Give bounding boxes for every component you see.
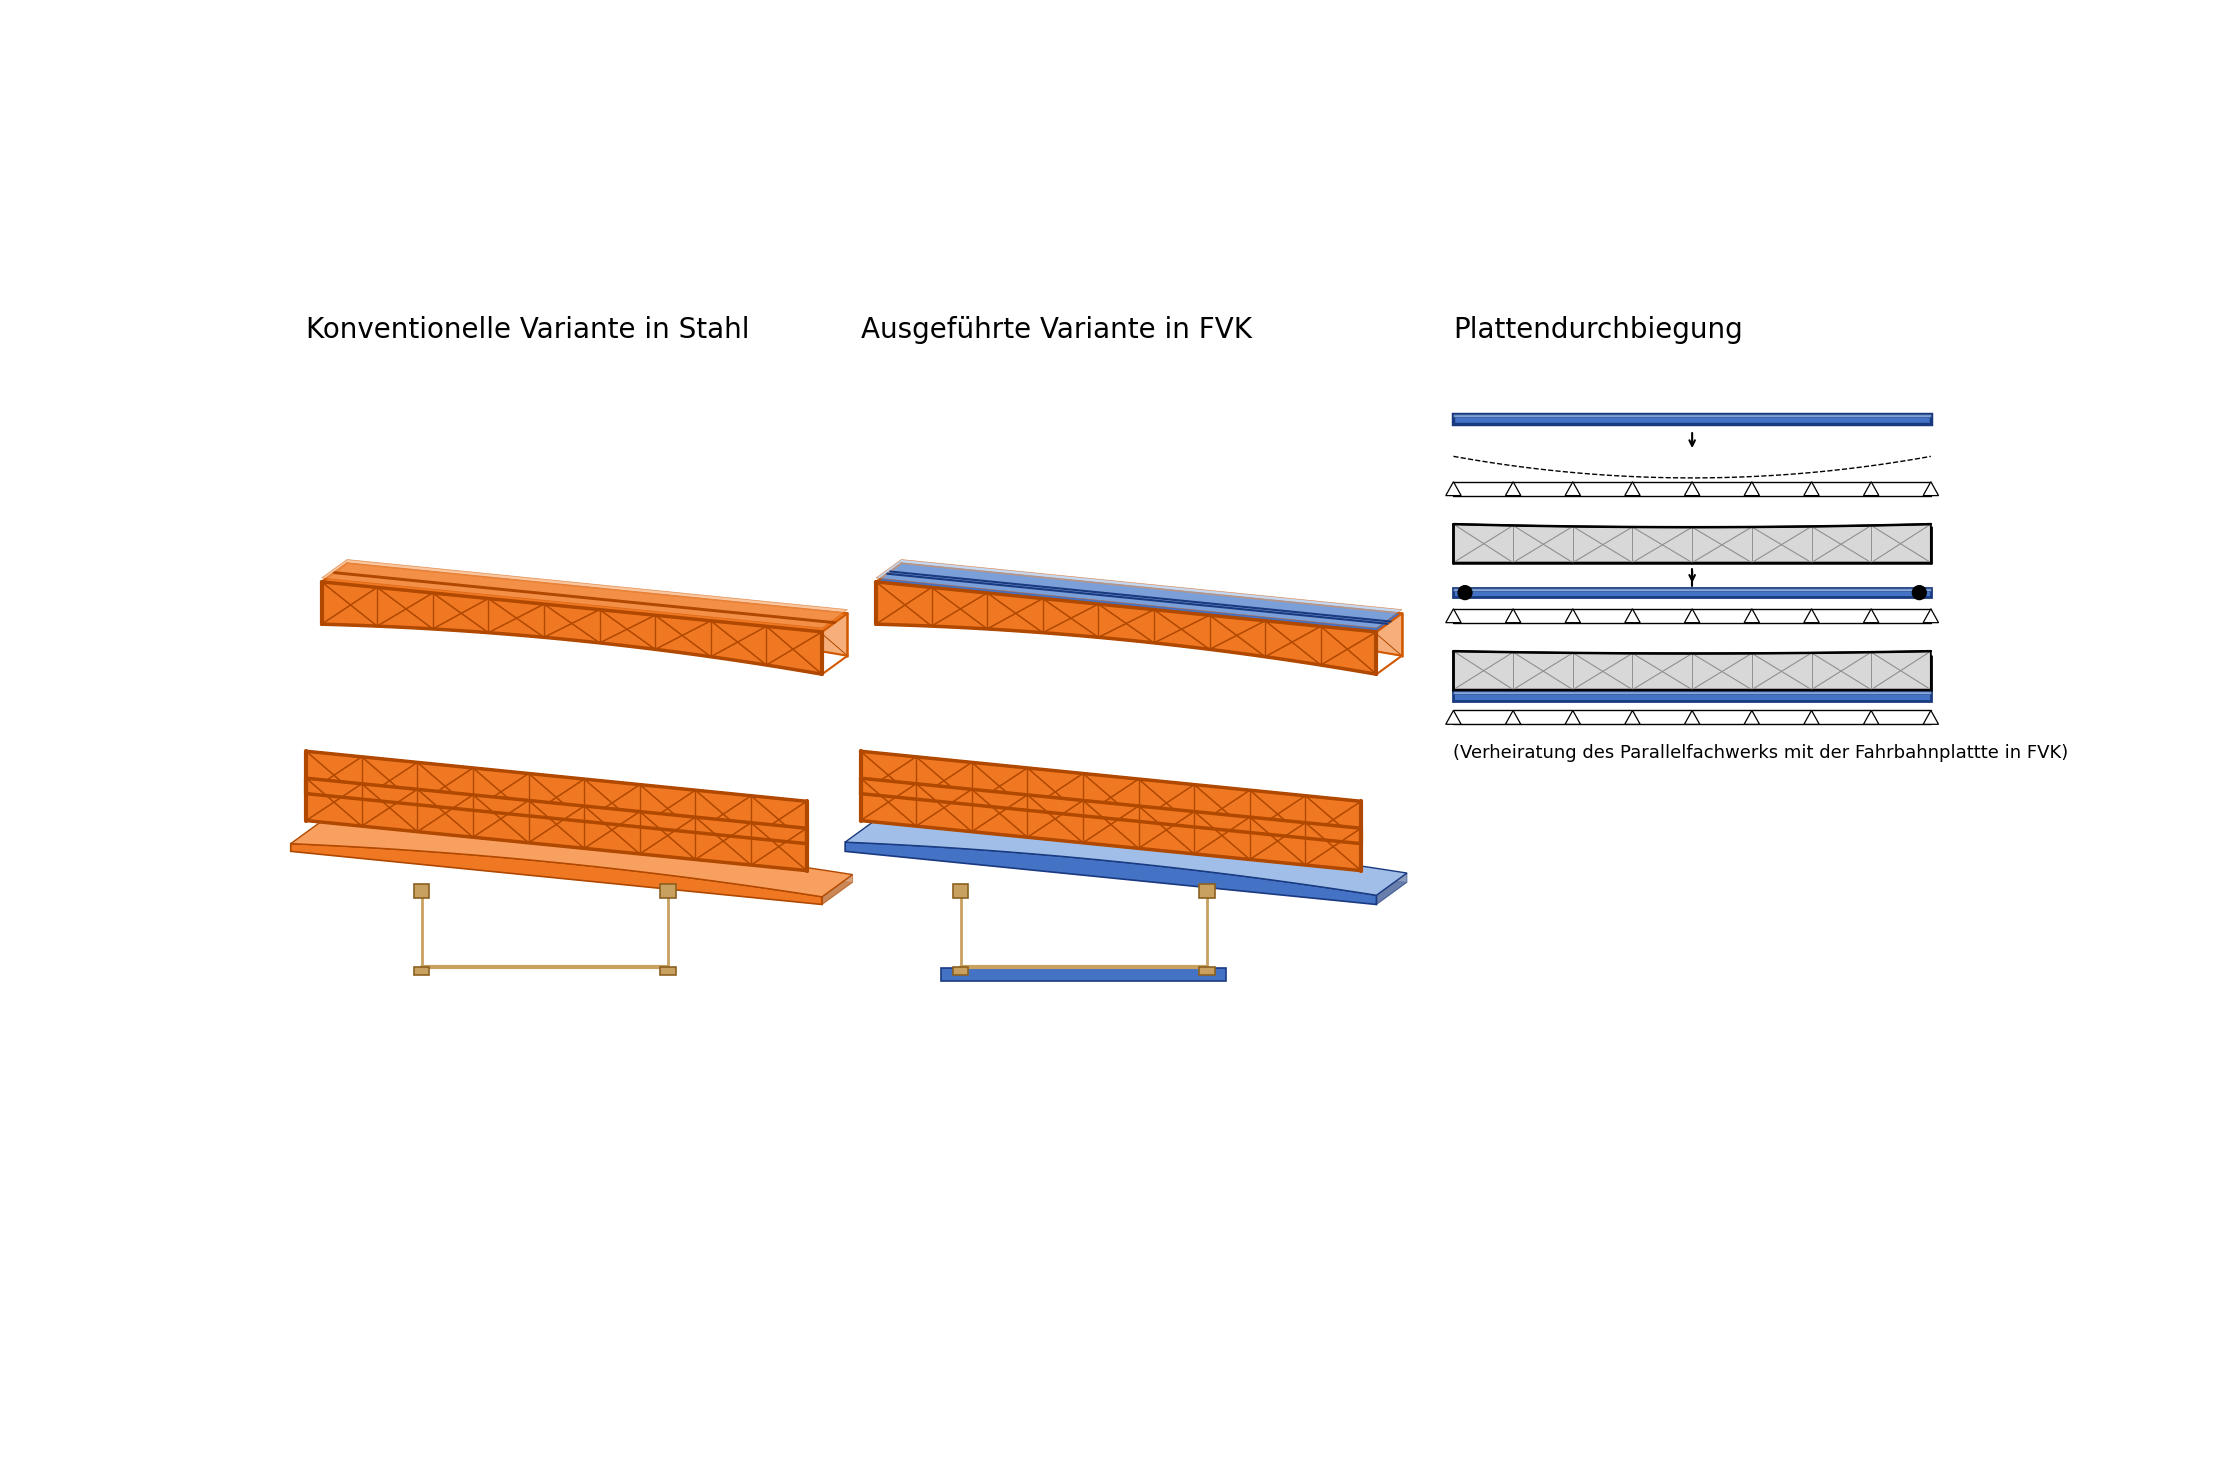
Circle shape xyxy=(1911,586,1927,599)
Polygon shape xyxy=(322,559,848,628)
Polygon shape xyxy=(846,820,1407,895)
Polygon shape xyxy=(291,844,821,904)
Polygon shape xyxy=(1454,414,1931,423)
Polygon shape xyxy=(877,564,1401,632)
Polygon shape xyxy=(659,884,675,897)
Polygon shape xyxy=(291,821,852,897)
Polygon shape xyxy=(846,829,1407,904)
Polygon shape xyxy=(1625,608,1641,623)
Polygon shape xyxy=(1923,608,1938,623)
Polygon shape xyxy=(1199,966,1214,974)
Polygon shape xyxy=(322,564,848,632)
Polygon shape xyxy=(1805,608,1818,623)
Polygon shape xyxy=(1454,524,1931,562)
Polygon shape xyxy=(861,778,1361,870)
Polygon shape xyxy=(952,884,968,897)
Polygon shape xyxy=(877,559,1401,628)
Polygon shape xyxy=(1454,588,1931,598)
Polygon shape xyxy=(1745,710,1760,724)
Polygon shape xyxy=(413,884,428,897)
Polygon shape xyxy=(1805,710,1818,724)
Polygon shape xyxy=(306,778,806,870)
Polygon shape xyxy=(1863,710,1878,724)
Polygon shape xyxy=(1863,482,1878,496)
Polygon shape xyxy=(1565,608,1581,623)
Polygon shape xyxy=(861,752,1361,844)
Polygon shape xyxy=(659,966,675,974)
Polygon shape xyxy=(291,829,852,904)
Polygon shape xyxy=(1505,482,1521,496)
Polygon shape xyxy=(861,752,1361,844)
Polygon shape xyxy=(1565,482,1581,496)
Polygon shape xyxy=(952,966,968,974)
Polygon shape xyxy=(1445,482,1461,496)
Polygon shape xyxy=(1923,710,1938,724)
Polygon shape xyxy=(1685,608,1701,623)
Polygon shape xyxy=(1745,608,1760,623)
Text: Plattendurchbiegung: Plattendurchbiegung xyxy=(1454,317,1743,345)
Polygon shape xyxy=(1454,691,1931,694)
Polygon shape xyxy=(1745,482,1760,496)
Polygon shape xyxy=(1505,608,1521,623)
Text: Ausgeführte Variante in FVK: Ausgeführte Variante in FVK xyxy=(861,317,1252,345)
Polygon shape xyxy=(1454,414,1931,417)
Polygon shape xyxy=(1454,651,1931,690)
Text: (Verheiratung des Parallelfachwerks mit der Fahrbahnplattte in FVK): (Verheiratung des Parallelfachwerks mit … xyxy=(1454,743,2069,762)
Polygon shape xyxy=(861,778,1361,870)
Polygon shape xyxy=(821,875,852,904)
Polygon shape xyxy=(1445,710,1461,724)
Polygon shape xyxy=(346,564,848,656)
Circle shape xyxy=(1459,586,1472,599)
Text: Konventionelle Variante in Stahl: Konventionelle Variante in Stahl xyxy=(306,317,750,345)
Polygon shape xyxy=(1625,482,1641,496)
Polygon shape xyxy=(877,582,1376,675)
Polygon shape xyxy=(413,966,428,974)
Polygon shape xyxy=(1625,710,1641,724)
Polygon shape xyxy=(1445,608,1461,623)
Polygon shape xyxy=(1805,482,1818,496)
Polygon shape xyxy=(1454,588,1931,591)
Polygon shape xyxy=(322,582,821,675)
Polygon shape xyxy=(1863,608,1878,623)
Polygon shape xyxy=(306,752,806,844)
Polygon shape xyxy=(306,752,806,844)
Polygon shape xyxy=(1923,482,1938,496)
Polygon shape xyxy=(306,778,806,870)
Polygon shape xyxy=(1685,710,1701,724)
Polygon shape xyxy=(1199,884,1214,897)
Polygon shape xyxy=(1565,710,1581,724)
Polygon shape xyxy=(901,564,1401,656)
Polygon shape xyxy=(1685,482,1701,496)
Polygon shape xyxy=(941,968,1225,981)
Polygon shape xyxy=(1454,691,1931,702)
Polygon shape xyxy=(1376,873,1407,904)
Polygon shape xyxy=(1505,710,1521,724)
Polygon shape xyxy=(846,842,1376,904)
